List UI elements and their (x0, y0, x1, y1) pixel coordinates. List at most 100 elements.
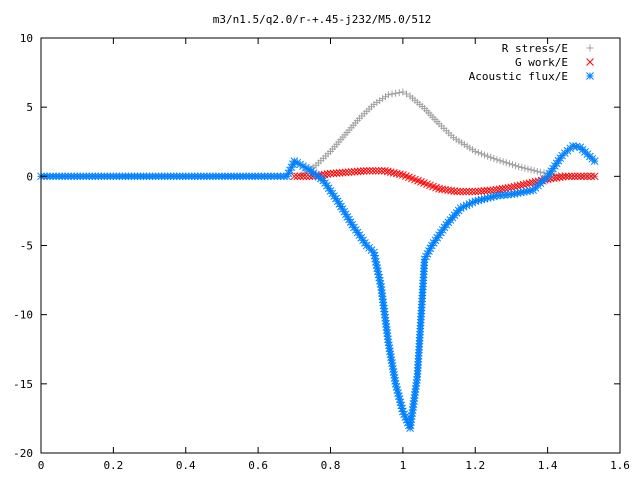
data-point-fill (456, 187, 465, 196)
data-point (399, 88, 407, 96)
data-point-fill (338, 168, 347, 177)
data-point-fill (502, 159, 510, 167)
y-tick-label: 10 (20, 32, 33, 45)
data-point-fill (296, 172, 305, 181)
legend-label: Acoustic flux/E (469, 70, 568, 83)
data-point-fill (486, 193, 495, 202)
y-tick-label: -10 (13, 309, 33, 322)
data-point-fill (323, 181, 331, 190)
data-point-fill (510, 182, 519, 191)
data-point-fill (528, 178, 537, 187)
data-point-fill (477, 150, 485, 158)
legend-label: G work/E (515, 56, 568, 69)
data-point-fill (450, 187, 458, 195)
data-point (561, 172, 570, 181)
plot-area (37, 88, 599, 432)
x-tick-label: 0.4 (176, 459, 196, 472)
x-tick-label: 0.2 (103, 459, 123, 472)
legend-marker (586, 58, 594, 66)
data-point-fill (567, 172, 576, 181)
data-point-fill (372, 261, 381, 269)
y-tick-label: 0 (26, 170, 33, 183)
data-point-fill (505, 160, 513, 168)
data-point (384, 91, 392, 99)
data-point-fill (329, 169, 338, 178)
data-point-fill (508, 161, 516, 169)
data-point-fill (533, 167, 541, 175)
data-point-fill (558, 172, 567, 181)
data-point (380, 166, 389, 175)
data-point-fill (587, 172, 595, 181)
data-point-fill (519, 180, 528, 189)
x-tick-label: 1 (400, 459, 407, 472)
data-point (536, 168, 544, 176)
data-point-fill (365, 166, 374, 175)
axis-ticks: 0 0.2 0.4 0.6 0.8 1 1.2 1.4 1.6 10 5 0 -5 -10 -15 -20 (13, 32, 630, 472)
data-point-fill (504, 184, 513, 192)
data-point-fill (350, 223, 358, 232)
x-tick-label: 0 (38, 459, 45, 472)
data-point-fill (487, 153, 495, 161)
legend-marker (586, 44, 594, 52)
data-point-fill (527, 166, 535, 174)
y-tick-label: -20 (13, 447, 33, 460)
data-point-fill (356, 167, 365, 176)
data-point-fill (332, 169, 341, 177)
data-point-fill (395, 392, 403, 400)
y-tick-label: -15 (13, 378, 33, 391)
data-point-fill (371, 166, 380, 175)
data-point-fill (484, 152, 492, 160)
data-point-fill (341, 168, 350, 177)
data-point-fill (477, 187, 486, 195)
data-point-fill (353, 167, 362, 176)
data-point-fill (522, 180, 531, 188)
data-point-fill (392, 169, 401, 178)
data-point-fill (490, 155, 498, 163)
data-point-fill (556, 154, 565, 163)
data-point-fill (335, 169, 344, 177)
data-point-fill (483, 186, 492, 195)
data-point-fill (499, 158, 507, 166)
x-tick-label: 1.2 (465, 459, 485, 472)
data-point-fill (388, 90, 396, 98)
data-point-fill (564, 172, 573, 181)
data-point (290, 172, 299, 181)
data-point-fill (521, 164, 529, 172)
data-point-fill (386, 168, 395, 177)
data-point-fill (474, 187, 483, 196)
x-tick-label: 1.6 (610, 459, 630, 472)
data-point-fill (370, 251, 379, 260)
data-point-fill (513, 182, 522, 190)
data-point-fill (512, 162, 520, 170)
data-point-fill (293, 172, 302, 181)
series-3 (37, 142, 599, 432)
data-point (344, 168, 353, 177)
data-point-fill (573, 172, 582, 181)
data-point-fill (516, 181, 525, 190)
data-point-fill (583, 172, 592, 181)
data-point-fill (389, 169, 398, 177)
data-point (507, 183, 516, 192)
x-tick-label: 1.4 (538, 459, 558, 472)
x-tick-label: 0.8 (321, 459, 341, 472)
data-point (543, 172, 552, 181)
data-point-fill (530, 167, 538, 175)
data-point (333, 197, 342, 206)
data-point-fill (459, 187, 468, 196)
data-point-fill (299, 172, 308, 181)
data-point-fill (481, 151, 489, 159)
data-point-fill (540, 169, 548, 177)
data-point (515, 163, 523, 171)
data-point (471, 147, 479, 155)
data-point (590, 157, 599, 165)
data-point (471, 187, 480, 196)
y-tick-label: -5 (20, 240, 33, 253)
legend-label: R stress/E (502, 42, 568, 55)
data-point (362, 166, 371, 175)
data-point-fill (359, 167, 368, 175)
data-point (493, 156, 501, 164)
data-point-fill (465, 187, 474, 196)
